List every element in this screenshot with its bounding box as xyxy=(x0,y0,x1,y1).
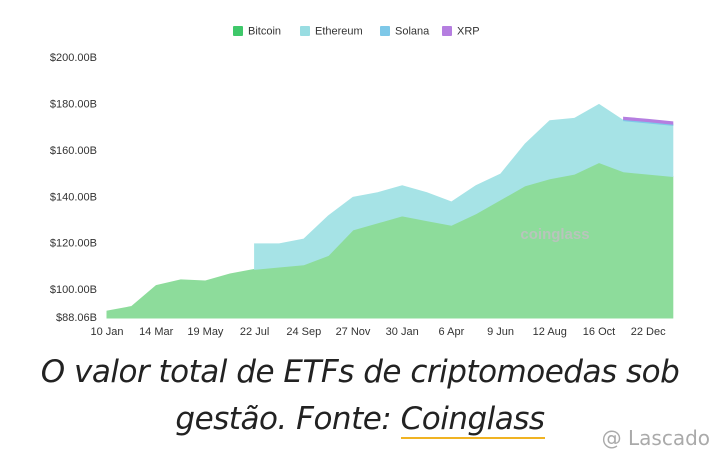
x-tick-label: 27 Nov xyxy=(336,326,371,338)
caption-line: gestão. Fonte: Coinglass xyxy=(0,401,720,439)
y-tick-label: $100.00B xyxy=(50,284,97,296)
caption-text: gestão. Fonte: xyxy=(175,401,392,437)
watermark: coinglass xyxy=(520,226,589,243)
legend-swatch xyxy=(233,26,243,36)
caption-line: O valor total de ETFs de criptomoedas so… xyxy=(40,354,680,390)
legend-swatch xyxy=(300,26,310,36)
caption-link[interactable]: Coinglass xyxy=(400,401,545,439)
y-tick-label: $140.00B xyxy=(50,191,97,203)
credit: @ Lascado xyxy=(601,426,710,450)
y-tick-label: $200.00B xyxy=(50,52,97,64)
x-tick-label: 19 May xyxy=(187,326,224,338)
y-tick-label: $120.00B xyxy=(50,238,97,250)
chart: coinglass $88.06B $100.00B $120.00B $140.00… xyxy=(50,25,674,338)
legend-label: XRP xyxy=(457,25,480,37)
x-tick-label: 9 Jun xyxy=(487,326,514,338)
area xyxy=(254,103,674,270)
x-tick-label: 30 Jan xyxy=(386,326,419,338)
x-tick-label: 16 Oct xyxy=(583,326,615,338)
x-tick-label: 10 Jan xyxy=(90,326,123,338)
y-tick-label: $88.06B xyxy=(56,312,97,324)
y-tick-label: $180.00B xyxy=(50,98,97,110)
x-tick-label: 14 Mar xyxy=(139,326,174,338)
x-tick-label: 22 Jul xyxy=(240,326,269,338)
x-tick-label: 12 Aug xyxy=(533,326,567,338)
legend-swatch xyxy=(442,26,452,36)
x-tick-label: 6 Apr xyxy=(439,326,465,338)
x-tick-label: 24 Sep xyxy=(286,326,321,338)
legend-label: Bitcoin xyxy=(248,25,281,37)
legend-swatch xyxy=(380,26,390,36)
area xyxy=(623,116,674,125)
y-tick-label: $160.00B xyxy=(50,145,97,157)
x-tick-label: 22 Dec xyxy=(631,326,666,338)
legend-label: Solana xyxy=(395,25,430,37)
legend-label: Ethereum xyxy=(315,25,363,37)
